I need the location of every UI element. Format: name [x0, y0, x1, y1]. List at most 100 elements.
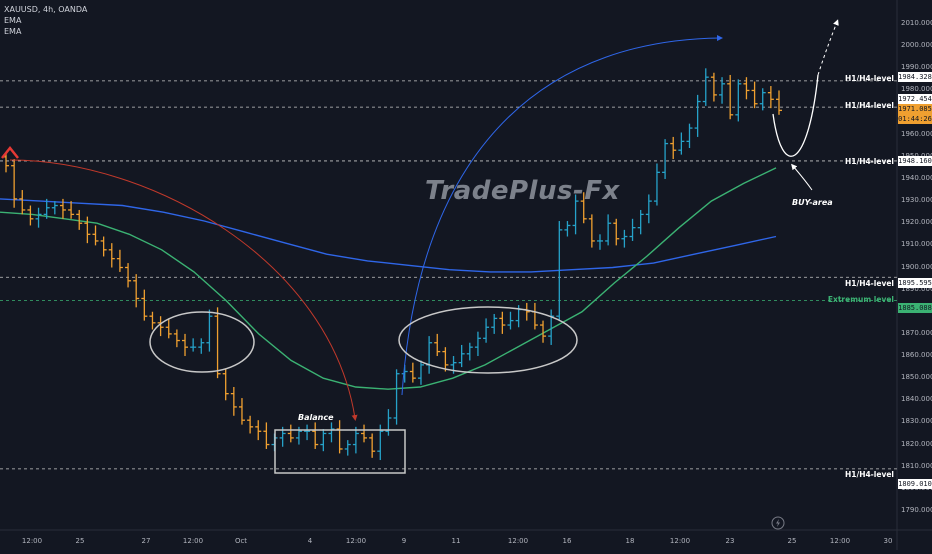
ohlc-bar	[645, 194, 652, 224]
ohlc-bar	[320, 429, 327, 452]
price-tick-label: 2010.000	[901, 19, 932, 28]
ohlc-bar	[434, 333, 441, 357]
ohlc-bar	[417, 360, 424, 385]
ohlc-bar	[287, 424, 294, 443]
price-tick-label: 1900.000	[901, 262, 932, 271]
time-tick-label: 9	[401, 537, 407, 545]
ohlc-bar	[531, 302, 538, 330]
ohlc-bar	[710, 72, 717, 102]
price-tick-label: 1980.000	[901, 85, 932, 94]
consolidation-ellipse	[149, 311, 255, 373]
lightning-icon[interactable]	[771, 516, 785, 530]
price-tick-label: 1830.000	[901, 417, 932, 426]
ohlc-bar	[580, 192, 587, 224]
blue-path-arrow	[401, 35, 723, 396]
ohlc-bar	[198, 338, 205, 354]
ohlc-bar	[125, 263, 132, 288]
ohlc-bar	[51, 201, 58, 215]
ohlc-bar	[474, 331, 481, 357]
ohlc-bar	[141, 289, 148, 321]
time-tick-label: 12:00	[182, 537, 204, 545]
ohlc-bar	[182, 333, 189, 357]
ohlc-bar	[466, 342, 473, 361]
price-tick-label: 1930.000	[901, 196, 932, 205]
ohlc-bar	[100, 236, 107, 257]
ohlc-bar	[361, 424, 368, 443]
ohlc-bar	[352, 426, 359, 454]
ohlc-bar	[385, 409, 392, 436]
ohlc-bar	[263, 422, 270, 449]
ohlc-bar	[767, 86, 774, 109]
ohlc-bar	[190, 338, 197, 352]
time-tick-label: Oct	[234, 537, 248, 545]
extremum-level-label: Extremum level	[827, 295, 894, 304]
time-tick-label: 12:00	[669, 537, 691, 545]
consolidation-ellipse	[398, 306, 578, 374]
ohlc-bar	[662, 139, 669, 179]
ema-slow-line	[0, 198, 777, 273]
ohlc-bar	[27, 205, 34, 226]
buy-projection-arrow	[817, 19, 839, 76]
ohlc-bar	[507, 311, 514, 330]
ohlc-bar	[116, 249, 123, 272]
ohlc-bar	[735, 79, 742, 122]
ohlc-bar	[653, 163, 660, 206]
ohlc-bar	[222, 369, 229, 401]
time-tick-label: 12:00	[829, 537, 851, 545]
price-tag-level: 1895.595	[898, 278, 932, 288]
ohlc-bar	[76, 209, 83, 230]
ema-legend-1[interactable]: EMA	[4, 16, 22, 25]
symbol-label[interactable]: XAUUSD, 4h, OANDA	[4, 5, 88, 14]
countdown-tag: 01:44:26	[898, 114, 932, 124]
ohlc-bar	[393, 369, 400, 425]
buy-projection-curve	[772, 74, 819, 157]
chart-legend: XAUUSD, 4h, OANDA EMA EMA	[4, 4, 87, 37]
ema-legend-2[interactable]: EMA	[4, 27, 22, 36]
price-tick-label: 1870.000	[901, 328, 932, 337]
ohlc-bar	[442, 347, 449, 372]
ohlc-bar	[312, 422, 319, 449]
time-tick-label: 12:00	[345, 537, 367, 545]
ohlc-bar	[173, 329, 180, 348]
ohlc-bar	[596, 234, 603, 250]
ohlc-bar	[336, 420, 343, 454]
time-tick-label: 12:00	[507, 537, 529, 545]
ohlc-bar	[11, 159, 18, 208]
ohlc-bar	[678, 132, 685, 155]
ohlc-bar	[149, 311, 156, 330]
ohlc-bar	[540, 320, 547, 343]
ohlc-bar	[344, 440, 351, 456]
ohlc-bar	[776, 90, 782, 115]
red-path-arrow	[9, 159, 358, 421]
ohlc-bar	[572, 194, 579, 235]
price-tag-level: 1948.160	[898, 156, 932, 166]
ohlc-bar	[719, 77, 726, 104]
price-tick-label: 1990.000	[901, 63, 932, 72]
ohlc-bar	[605, 214, 612, 246]
time-tick-label: 18	[625, 537, 635, 545]
extremum-price-tag: 1885.088	[898, 303, 932, 313]
ohlc-bar	[157, 316, 164, 337]
ohlc-bar	[670, 136, 677, 160]
ohlc-bar	[523, 302, 530, 321]
ohlc-bar	[328, 422, 335, 443]
ohlc-bar	[637, 209, 644, 235]
price-tick-label: 1890.000	[901, 284, 932, 293]
ohlc-bar	[426, 336, 433, 374]
ohlc-bar	[35, 207, 42, 228]
balance-annotation: Balance	[298, 413, 334, 422]
time-tick-label: 25	[75, 537, 85, 545]
level-label: H1/H4-level	[844, 101, 894, 110]
ohlc-bar	[43, 198, 50, 219]
ohlc-bar	[702, 68, 709, 106]
time-tick-label: 11	[451, 537, 461, 545]
price-tick-label: 1910.000	[901, 240, 932, 249]
balance-box	[274, 429, 406, 474]
buy-area-annotation: BUY-area	[792, 198, 833, 207]
price-tick-label: 1940.000	[901, 173, 932, 182]
ohlc-bar	[613, 218, 620, 246]
price-tick-label: 1920.000	[901, 218, 932, 227]
ohlc-bar	[751, 81, 758, 109]
